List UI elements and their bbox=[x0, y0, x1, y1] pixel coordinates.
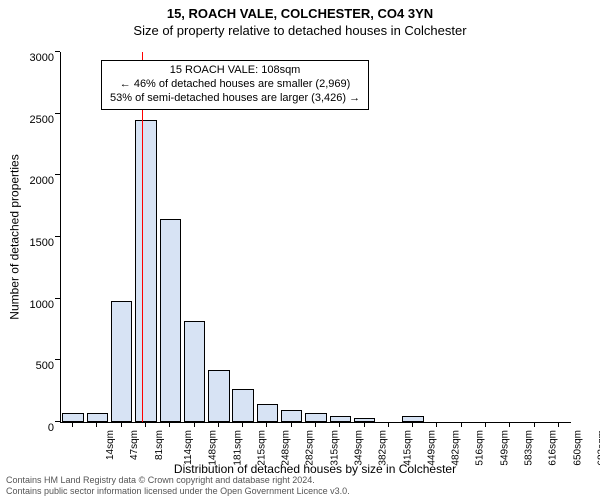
histogram-bar bbox=[87, 413, 108, 422]
histogram-bar bbox=[184, 321, 205, 422]
x-tick-mark bbox=[121, 422, 122, 427]
y-tick-label: 0 bbox=[14, 422, 54, 434]
histogram-bar bbox=[208, 370, 229, 422]
chart-title-block: 15, ROACH VALE, COLCHESTER, CO4 3YN Size… bbox=[0, 6, 600, 38]
y-tick-label: 500 bbox=[14, 360, 54, 372]
x-tick-mark bbox=[145, 422, 146, 427]
y-tick-label: 1000 bbox=[14, 299, 54, 311]
y-tick-mark bbox=[55, 359, 60, 360]
x-tick-mark bbox=[388, 422, 389, 427]
x-tick-mark bbox=[461, 422, 462, 427]
y-tick-label: 2500 bbox=[14, 114, 54, 126]
y-tick-mark bbox=[55, 421, 60, 422]
x-tick-label: 114sqm bbox=[183, 430, 194, 465]
y-tick-mark bbox=[55, 298, 60, 299]
y-tick-label: 3000 bbox=[14, 52, 54, 64]
footer-line-2: Contains public sector information licen… bbox=[6, 486, 350, 497]
histogram-bar bbox=[257, 404, 278, 423]
x-tick-label: 616sqm bbox=[548, 430, 559, 466]
x-tick-label: 583sqm bbox=[524, 430, 535, 466]
x-tick-label: 482sqm bbox=[451, 430, 462, 466]
x-tick-label: 81sqm bbox=[154, 430, 165, 460]
x-tick-label: 248sqm bbox=[281, 430, 292, 466]
x-tick-label: 215sqm bbox=[256, 430, 267, 466]
y-tick-mark bbox=[55, 113, 60, 114]
y-tick-label: 1500 bbox=[14, 237, 54, 249]
x-tick-mark bbox=[534, 422, 535, 427]
subtitle: Size of property relative to detached ho… bbox=[0, 23, 600, 38]
x-tick-mark bbox=[436, 422, 437, 427]
x-tick-label: 349sqm bbox=[354, 430, 365, 466]
y-tick-mark bbox=[55, 174, 60, 175]
y-tick-label: 2000 bbox=[14, 175, 54, 187]
y-tick-mark bbox=[55, 236, 60, 237]
x-tick-mark bbox=[169, 422, 170, 427]
x-tick-label: 683sqm bbox=[596, 430, 600, 466]
x-tick-mark bbox=[412, 422, 413, 427]
x-axis-label: Distribution of detached houses by size … bbox=[60, 462, 570, 476]
x-tick-label: 47sqm bbox=[129, 430, 140, 460]
address-title: 15, ROACH VALE, COLCHESTER, CO4 3YN bbox=[0, 6, 600, 21]
x-tick-mark bbox=[364, 422, 365, 427]
annotation-box: 15 ROACH VALE: 108sqm← 46% of detached h… bbox=[101, 60, 369, 110]
x-tick-mark bbox=[558, 422, 559, 427]
attribution-footer: Contains HM Land Registry data © Crown c… bbox=[6, 475, 350, 497]
x-tick-label: 516sqm bbox=[475, 430, 486, 466]
x-tick-label: 650sqm bbox=[572, 430, 583, 466]
histogram-bar bbox=[135, 120, 156, 422]
x-tick-label: 148sqm bbox=[208, 430, 219, 466]
plot-wrap: 15 ROACH VALE: 108sqm← 46% of detached h… bbox=[60, 52, 570, 422]
x-tick-mark bbox=[266, 422, 267, 427]
x-tick-mark bbox=[509, 422, 510, 427]
annotation-line-2: ← 46% of detached houses are smaller (2,… bbox=[110, 78, 360, 92]
x-tick-mark bbox=[315, 422, 316, 427]
histogram-bar bbox=[111, 301, 132, 422]
x-tick-mark bbox=[218, 422, 219, 427]
x-tick-label: 181sqm bbox=[232, 430, 243, 466]
x-tick-label: 14sqm bbox=[105, 430, 116, 460]
x-tick-mark bbox=[242, 422, 243, 427]
x-tick-mark bbox=[194, 422, 195, 427]
x-tick-mark bbox=[72, 422, 73, 427]
x-tick-label: 415sqm bbox=[402, 430, 413, 466]
plot-area: 15 ROACH VALE: 108sqm← 46% of detached h… bbox=[60, 52, 571, 423]
histogram-bar bbox=[232, 389, 253, 422]
y-tick-mark bbox=[55, 51, 60, 52]
x-tick-label: 282sqm bbox=[305, 430, 316, 466]
footer-line-1: Contains HM Land Registry data © Crown c… bbox=[6, 475, 350, 486]
x-tick-mark bbox=[96, 422, 97, 427]
histogram-bar bbox=[160, 219, 181, 423]
histogram-bar bbox=[62, 413, 83, 422]
annotation-line-3: 53% of semi-detached houses are larger (… bbox=[110, 92, 360, 106]
x-tick-label: 382sqm bbox=[378, 430, 389, 466]
annotation-line-1: 15 ROACH VALE: 108sqm bbox=[110, 64, 360, 78]
x-tick-mark bbox=[485, 422, 486, 427]
histogram-bar bbox=[305, 413, 326, 422]
histogram-bar bbox=[281, 410, 302, 422]
x-tick-mark bbox=[339, 422, 340, 427]
x-tick-label: 315sqm bbox=[329, 430, 340, 466]
x-tick-label: 549sqm bbox=[499, 430, 510, 466]
x-tick-label: 449sqm bbox=[426, 430, 437, 466]
x-tick-mark bbox=[291, 422, 292, 427]
